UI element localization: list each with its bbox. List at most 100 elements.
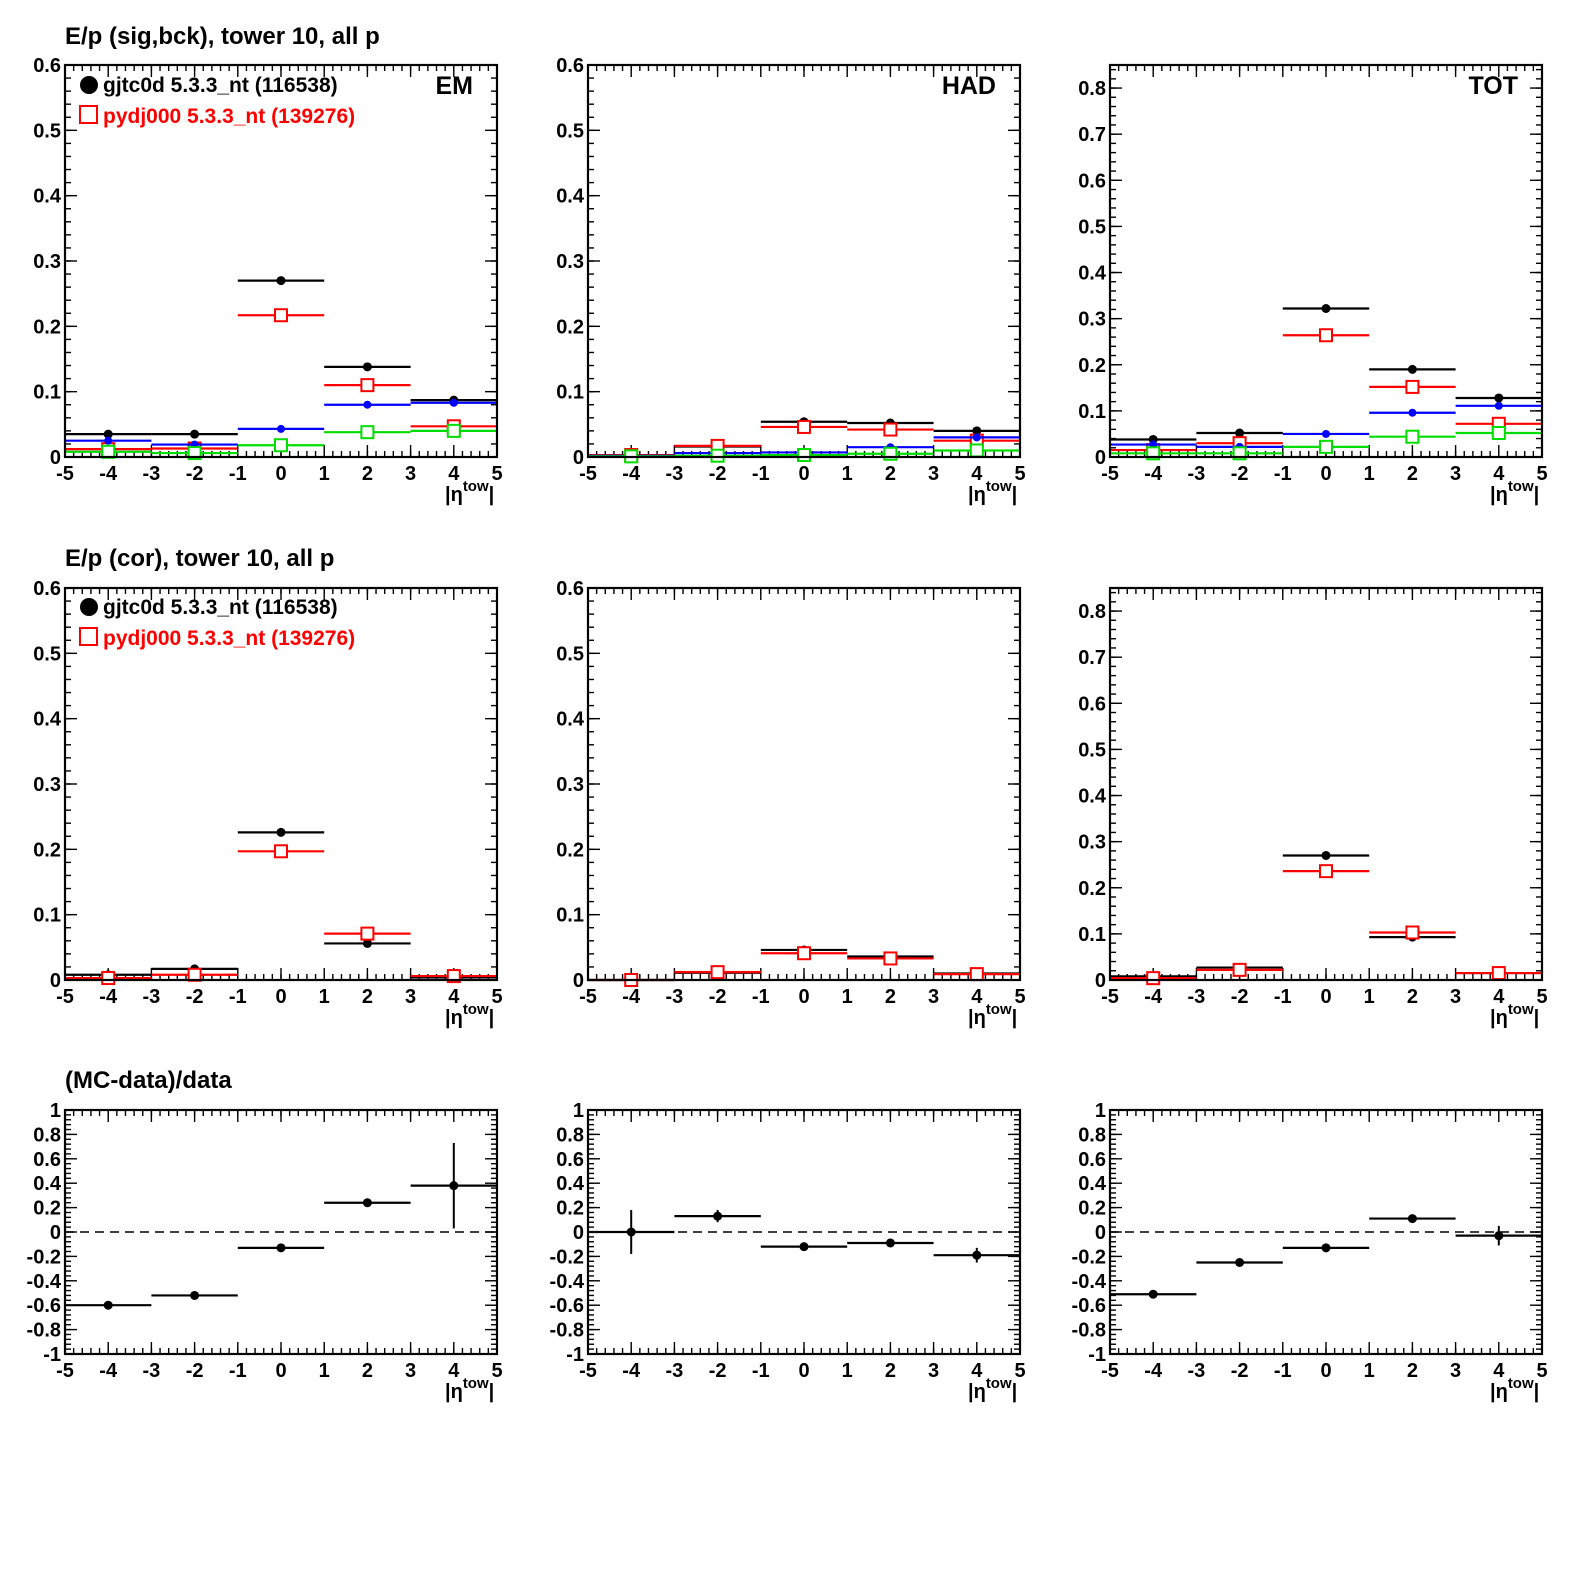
x-tick-label: 2 [1407, 1360, 1418, 1382]
data-point [797, 448, 811, 463]
panels: 00.10.20.30.40.50.6-5 -4 -3 -2 -1 0 1 2 3 4 5|ηtow… [27, 55, 1548, 1403]
data-point [1491, 426, 1506, 441]
data-point [362, 1198, 372, 1208]
y-tick-label: 0 [1095, 447, 1106, 469]
y-tick-label: 0.5 [33, 120, 61, 142]
x-tick-label: -5 [579, 986, 597, 1008]
x-tick-label: -4 [622, 986, 641, 1008]
data-point [360, 425, 375, 440]
legend-label-mc: pydj000 5.3.3_nt (139276) [103, 627, 355, 650]
x-tick-label: 1 [842, 1360, 853, 1382]
y-tick-label: 0.4 [556, 1173, 585, 1195]
y-tick-label: 0.7 [1078, 124, 1106, 146]
x-tick-label: -3 [143, 1360, 161, 1382]
y-tick-label: 0.2 [556, 839, 584, 861]
data-point [626, 1227, 636, 1237]
panel-em: 0 0.1 0.2 0.3 0.4 0.5 0.6 -5 -4 -3 -2 -1 0 1 2 3 4 5|ηtow… [33, 55, 502, 506]
x-tick-label: -3 [666, 463, 684, 485]
data-point [1408, 408, 1417, 417]
data-point [274, 438, 288, 453]
x-tick-label: 2 [885, 1360, 896, 1382]
plot-frame [63, 1108, 499, 1356]
series-2 [65, 398, 497, 449]
x-tick-label: -1 [752, 986, 770, 1008]
panel-em-ratio: -1-0.8-0.6-0.4-0.200.20.40.60.81-5 -4 -3 -2… [27, 1100, 503, 1403]
x-tick-label: 3 [405, 986, 416, 1008]
data-point [1319, 864, 1333, 879]
data-point [969, 443, 984, 458]
y-tick-label: -0.4 [1072, 1271, 1107, 1293]
y-tick-label: 0.4 [1078, 786, 1107, 808]
y-tick-label: 0.6 [1078, 1149, 1106, 1171]
x-tick-label: 1 [319, 1360, 330, 1382]
series-3 [65, 423, 497, 461]
x-tick-label: 0 [1320, 463, 1331, 485]
y-tick-label: 0 [50, 1222, 61, 1244]
x-tick-label: 4 [971, 463, 983, 485]
x-tick-label: 1 [1364, 1360, 1375, 1382]
plot-frame [63, 63, 499, 459]
y-tick-label: 0.6 [1078, 170, 1106, 192]
legend-marker-mc [79, 105, 98, 124]
y-tick-label: 0.7 [1078, 647, 1106, 669]
x-tick-label: -1 [1274, 463, 1292, 485]
y-tick-label: 0.6 [33, 578, 61, 600]
x-tick-label: -1 [229, 1360, 247, 1382]
x-tick-label: -2 [186, 463, 204, 485]
y-tick-label: 0.8 [1078, 601, 1106, 623]
legend-label-data: gjtc0d 5.3.3_nt (116538) [103, 596, 338, 619]
series-1 [1110, 864, 1542, 986]
panel-had-cor: 0 0.1 0.2 0.3 0.4 0.5 0.6 -5 -4 -3 -2 -1 0 1 2 3 4 5|ηtow… [556, 578, 1025, 1029]
y-tick-label: 0 [1095, 970, 1106, 992]
y-tick-label: 0.3 [33, 774, 61, 796]
panel-tot-cor: 0 0.1 0.2 0.3 0.4 0.5 0.6 0.7 0.8 -5 -4 -3 -2 -1 0 1 2 3 4… [1078, 586, 1548, 1029]
y-tick-label: 0.8 [1078, 1124, 1106, 1146]
y-tick-label: 0.4 [1078, 1173, 1107, 1195]
series-0 [65, 276, 497, 439]
y-tick-label: 0.6 [33, 1149, 61, 1171]
y-tick-label: -0.2 [27, 1246, 61, 1268]
legend-middle: gjtc0d 5.3.3_nt (116538) pydj000 5.3.3_n… [79, 596, 355, 650]
y-tick-label: 0 [573, 447, 584, 469]
y-tick-label: 0.2 [556, 316, 584, 338]
legend-label-mc: pydj000 5.3.3_nt (139276) [103, 105, 355, 128]
x-axis-label: |ηtow| [445, 1375, 494, 1403]
x-tick-label: 4 [448, 463, 460, 485]
data-point [1321, 1243, 1331, 1253]
x-tick-label: 0 [798, 463, 809, 485]
y-tick-label: 0.4 [556, 709, 585, 731]
x-axis-label: |ηtow| [445, 1001, 494, 1029]
y-tick-label: 0.2 [33, 316, 61, 338]
data-point [363, 400, 372, 409]
x-axis-label: |ηtow| [1490, 478, 1539, 506]
data-point [360, 378, 375, 393]
data-point [972, 1250, 982, 1260]
data-point [1232, 962, 1247, 977]
x-tick-label: 1 [319, 463, 330, 485]
y-tick-label: 0.4 [556, 186, 585, 208]
data-point [101, 971, 116, 986]
x-tick-label: -3 [1188, 1360, 1206, 1382]
x-tick-label: 2 [1407, 463, 1418, 485]
y-tick-label: 1 [573, 1100, 584, 1122]
y-tick-label: 0.2 [33, 839, 61, 861]
x-tick-label: 4 [1493, 986, 1505, 1008]
y-tick-label: -1 [43, 1344, 61, 1366]
x-tick-label: 1 [842, 986, 853, 1008]
data-point [104, 436, 113, 445]
data-point [1494, 401, 1503, 410]
x-tick-label: -4 [622, 463, 641, 485]
x-tick-label: 0 [275, 463, 286, 485]
x-tick-label: -2 [1231, 986, 1249, 1008]
panel-tag: EM [436, 72, 474, 100]
x-tick-label: 5 [491, 986, 502, 1008]
x-tick-label: -4 [1144, 1360, 1163, 1382]
x-tick-label: -3 [1188, 986, 1206, 1008]
data-point [713, 1211, 723, 1221]
data-point [277, 424, 285, 433]
data-point [1407, 1214, 1417, 1224]
data-point [972, 433, 981, 442]
y-tick-label: 0.8 [556, 1124, 584, 1146]
x-tick-label: 1 [1364, 986, 1375, 1008]
y-tick-label: 1 [1095, 1100, 1106, 1122]
